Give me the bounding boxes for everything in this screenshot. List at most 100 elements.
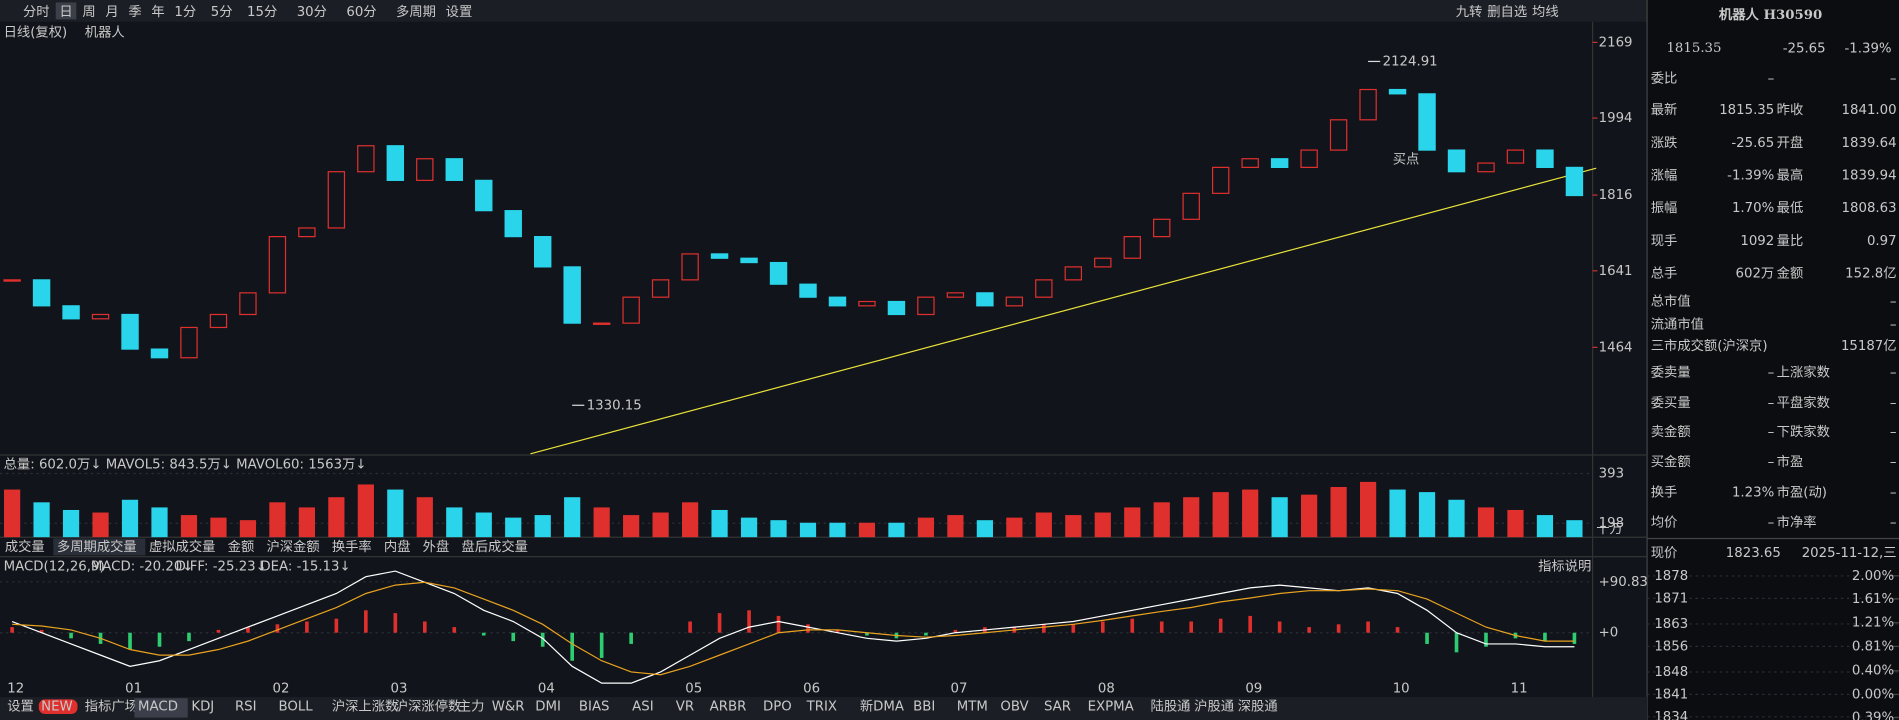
indicator-tab[interactable]: DMI — [535, 700, 561, 715]
candle — [1064, 266, 1083, 281]
candle — [769, 261, 788, 285]
volume-bar — [1418, 492, 1436, 538]
candle — [681, 253, 699, 281]
indicator-tab[interactable]: MACD — [138, 700, 178, 715]
indicator-tab[interactable]: NEW — [41, 700, 73, 715]
period-button[interactable]: 日 — [59, 5, 72, 20]
x-tick-label: 08 — [1098, 682, 1115, 697]
period-button[interactable]: 1分 — [174, 4, 196, 20]
period-button[interactable]: 设置 — [446, 4, 473, 20]
candle — [740, 257, 758, 264]
indicator-tab[interactable]: VR — [676, 700, 694, 715]
indicator-tab[interactable]: 主力 — [458, 699, 485, 715]
volume-tab[interactable]: 多周期成交量 — [57, 538, 137, 555]
quote-value: – — [1768, 516, 1775, 531]
indicator-tab[interactable]: ASI — [632, 700, 653, 715]
period-button[interactable]: 分时 — [23, 4, 50, 20]
candle — [1123, 236, 1141, 259]
period-button[interactable]: 多周期 — [396, 3, 436, 20]
indicator-tab[interactable]: 设置 — [7, 699, 34, 715]
indicator-tab[interactable]: OBV — [1000, 700, 1028, 715]
indicator-tab[interactable]: 新DMA — [860, 699, 904, 715]
volume-tab[interactable]: 沪深金额 — [266, 539, 319, 555]
volume-bar — [416, 497, 433, 538]
quote-value: – — [1890, 317, 1897, 332]
volume-legend: 总量: 602.0万↓ MAVOL5: 843.5万↓ MAVOL60: 156… — [4, 457, 367, 473]
period-button[interactable]: 年 — [151, 4, 164, 20]
volume-tab[interactable]: 金额 — [228, 539, 255, 555]
volume-bar — [4, 489, 21, 538]
volume-bar — [623, 515, 640, 538]
indicator-tab[interactable]: KDJ — [191, 700, 214, 715]
quote-value: – — [1890, 366, 1897, 381]
volume-bar — [1183, 497, 1200, 538]
indicator-tab[interactable]: MTM — [957, 700, 988, 715]
indicator-tab[interactable]: BOLL — [279, 700, 314, 715]
quote-value: – — [1768, 72, 1775, 87]
quote-label: 买金额 — [1651, 454, 1691, 470]
indicator-tab[interactable]: DPO — [763, 700, 792, 715]
indicator-tab[interactable]: TRIX — [806, 700, 837, 715]
volume-bar — [33, 502, 50, 538]
chart-title: 日线(复权) — [4, 24, 68, 41]
indicator-tab[interactable]: 陆股通 — [1151, 699, 1191, 715]
candle — [563, 266, 581, 324]
volume-bar — [770, 520, 787, 538]
x-tick-label: 10 — [1393, 682, 1410, 697]
indicator-tab[interactable]: 沪股通 — [1194, 699, 1234, 715]
indicator-tab[interactable]: 深股通 — [1238, 699, 1278, 715]
candle — [1153, 218, 1171, 238]
volume-bar — [1242, 489, 1259, 538]
quote-label: 最高 — [1777, 166, 1804, 183]
indicator-tab[interactable]: BIAS — [579, 700, 610, 715]
candle — [32, 279, 51, 307]
period-button[interactable]: 月 — [105, 5, 118, 20]
volume-bar — [652, 512, 669, 538]
quote-label: 流通市值 — [1651, 315, 1704, 332]
y-tick-label: 1834 — [1654, 710, 1688, 720]
volume-bar — [740, 517, 758, 538]
period-button[interactable]: 60分 — [346, 4, 376, 20]
indicator-tab[interactable]: EXPMA — [1088, 700, 1134, 715]
indicator-tab[interactable]: 沪深上涨数 — [332, 699, 399, 715]
candle — [1270, 158, 1289, 169]
indicator-tab[interactable]: W&R — [492, 700, 525, 715]
period-button[interactable]: 周 — [82, 5, 95, 20]
indicator-tab[interactable]: SAR — [1044, 700, 1071, 715]
indicator-tab[interactable]: RSI — [235, 700, 257, 715]
y-tick-label: 1816 — [1599, 188, 1633, 203]
candle — [1536, 149, 1554, 169]
period-button[interactable]: 季 — [128, 4, 141, 20]
candle — [651, 279, 670, 298]
quote-value: – — [1768, 455, 1775, 470]
candle — [533, 236, 552, 268]
indicator-tab[interactable]: 指标广场 — [85, 699, 138, 715]
quote-value: – — [1890, 455, 1897, 470]
tool-button[interactable]: 九转 — [1456, 4, 1483, 20]
period-button[interactable]: 5分 — [211, 4, 233, 20]
quote-value: 1.70% — [1732, 201, 1774, 216]
period-button[interactable]: 15分 — [247, 4, 277, 20]
volume-tab[interactable]: 成交量 — [5, 538, 45, 555]
volume-tab[interactable]: 虚拟成交量 — [149, 538, 216, 555]
quote-label: 三市成交额(沪深京) — [1651, 337, 1768, 354]
quote-label: 卖金额 — [1651, 424, 1691, 440]
toolbar — [0, 0, 1648, 22]
tool-button[interactable]: 删自选 — [1487, 4, 1527, 20]
volume-tab[interactable]: 盘后成交量 — [461, 538, 528, 555]
volume-tab[interactable]: 换手率 — [332, 538, 372, 555]
candle — [1035, 279, 1053, 298]
period-button[interactable]: 30分 — [297, 4, 327, 20]
volume-tab[interactable]: 内盘 — [384, 538, 411, 555]
volume-bar — [1153, 502, 1170, 538]
help-button[interactable]: 指标说明 — [1538, 558, 1591, 574]
indicator-tab[interactable]: BBI — [913, 700, 935, 715]
indicator-tab[interactable]: 沪深涨停数 — [395, 698, 462, 715]
candle — [1418, 93, 1436, 151]
tool-button[interactable]: 均线 — [1532, 4, 1559, 20]
trend-line — [530, 167, 1597, 455]
volume-tab[interactable]: 外盘 — [423, 538, 450, 555]
volume-bar — [505, 517, 522, 538]
quote-label: 委卖量 — [1651, 365, 1691, 381]
indicator-tab[interactable]: ARBR — [710, 700, 747, 715]
